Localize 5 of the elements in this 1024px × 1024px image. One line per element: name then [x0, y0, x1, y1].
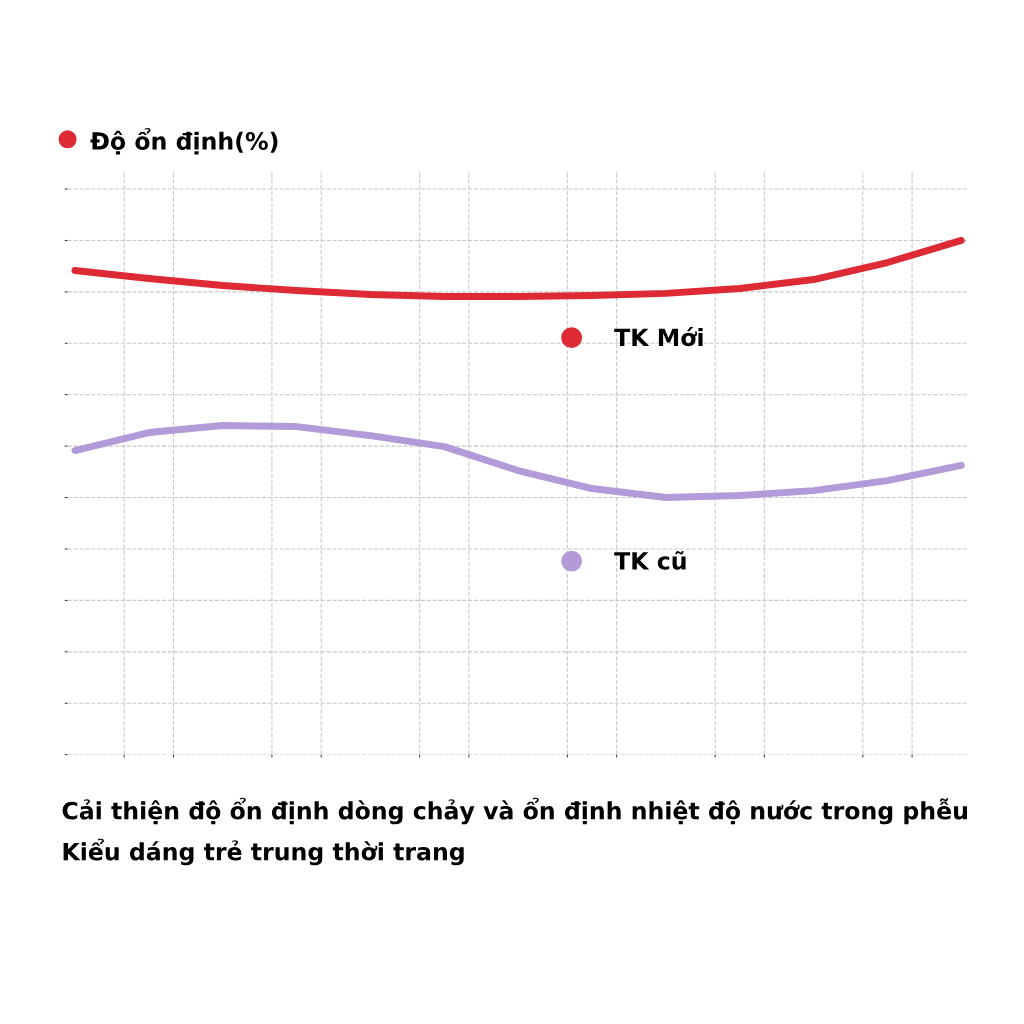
text: Kiểu dáng trẻ trung thời trang	[63, 838, 464, 866]
text: Cải thiện độ ổn định dòng chảy và ổn định nhiệt độ nước trong phễu	[62, 797, 967, 825]
legend-label: TK cũ	[614, 551, 686, 570]
y-axis-title: Độ ổn định(%)	[90, 128, 278, 155]
legend-label: TK Mới	[614, 327, 703, 347]
